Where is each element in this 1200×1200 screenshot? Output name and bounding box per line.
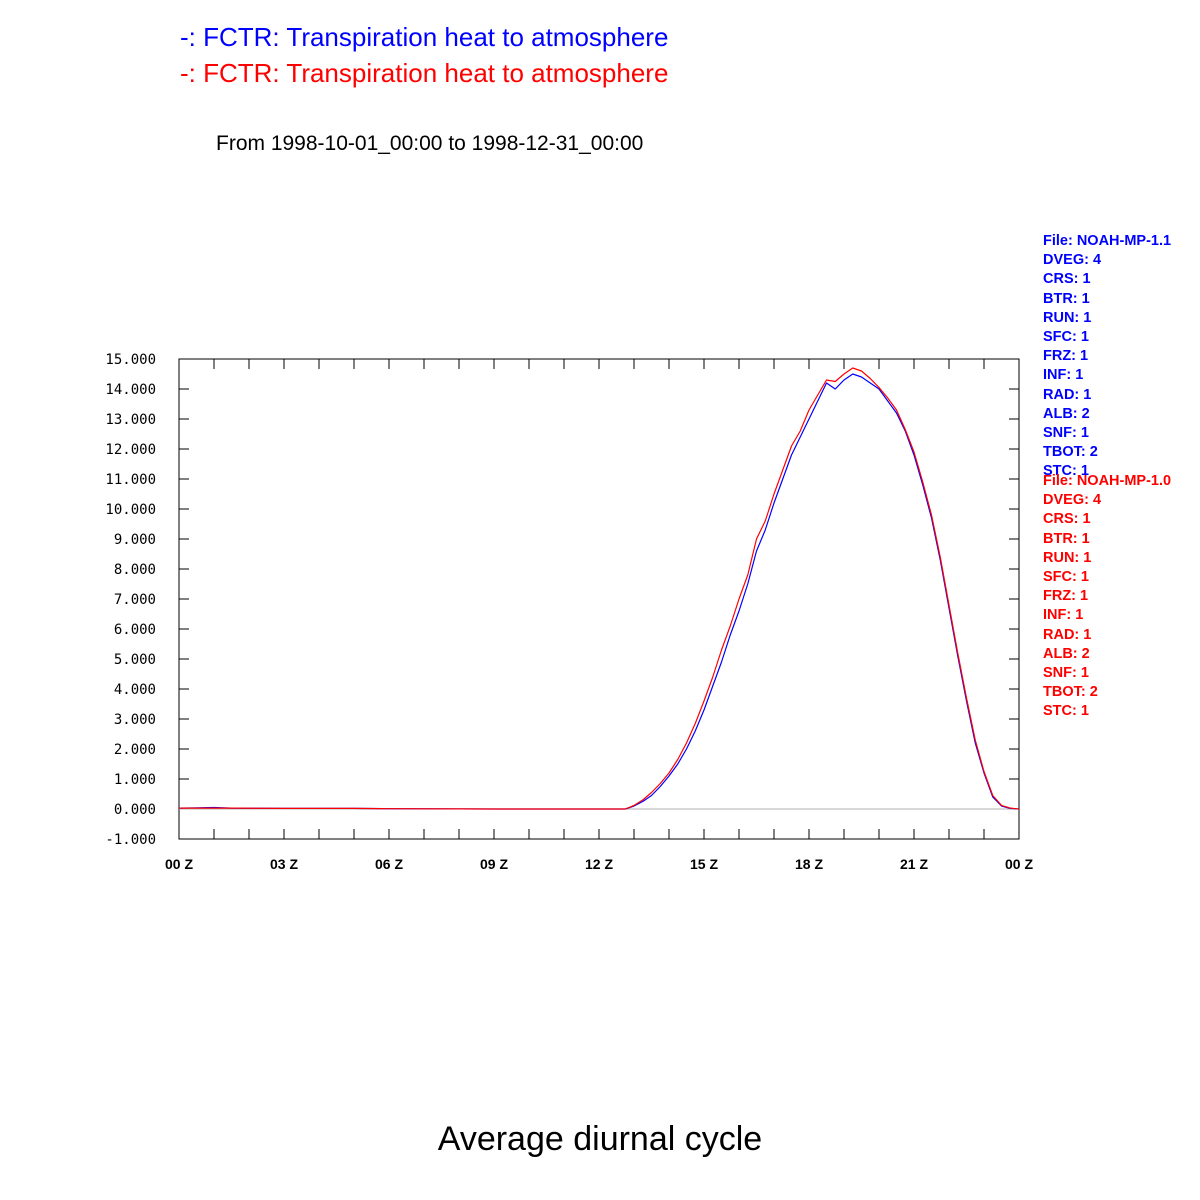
y-tick-label: 1.000 [114,772,156,788]
run-info-blue-line: FRZ: 1 [1043,348,1089,365]
run-info-red-line: DVEG: 4 [1043,492,1102,509]
run-info-red-line: File: NOAH-MP-1.0 [1043,473,1172,489]
date-range-subtitle: From 1998-10-01_00:00 to 1998-12-31_00:0… [216,132,644,155]
run-info-blue-line: RAD: 1 [1043,386,1092,403]
y-tick-label: 13.000 [105,412,156,428]
y-tick-label: 15.000 [105,352,156,368]
run-info-blue-line: STC: 1 [1043,463,1089,480]
run-info-red-line: INF: 1 [1043,607,1084,624]
run-info-blue-line: SNF: 1 [1043,425,1089,442]
y-tick-label: 11.000 [105,472,156,488]
run-info-red-line: RUN: 1 [1043,549,1092,566]
y-tick-label: 0.000 [114,802,156,818]
chart-caption: Average diurnal cycle [437,1120,763,1158]
run-info-blue-line: TBOT: 2 [1043,444,1098,461]
legend-entry-red: -: FCTR: Transpiration heat to atmospher… [180,58,669,88]
run-info-red-line: CRS: 1 [1043,511,1091,528]
run-info-blue: File: NOAH-MP-1.1 DVEG: 4 CRS: 1 BTR: 1 RUN:… [1043,232,1171,482]
y-tick-label: 5.000 [114,652,156,668]
run-info-blue-line: File: NOAH-MP-1.1 [1043,233,1172,249]
run-info-red-line: RAD: 1 [1043,626,1092,643]
y-tick-label: 7.000 [114,592,156,608]
y-tick-label: 6.000 [114,622,156,638]
series-line-red [179,367,1020,810]
run-info-red-line: STC: 1 [1043,703,1089,720]
run-info-blue-line: ALB: 2 [1043,405,1090,422]
y-tick-label: 4.000 [114,682,156,698]
y-tick-label: 10.000 [105,502,156,518]
x-tick-label: 06 Z [375,856,403,872]
x-tick-label: 00 Z [165,856,193,872]
run-info-red-line: TBOT: 2 [1043,684,1098,701]
x-tick-label: 00 Z [1005,856,1033,872]
y-tick-label: 3.000 [114,712,156,728]
y-tick-label: -1.000 [105,832,156,848]
run-info-blue-line: BTR: 1 [1043,290,1090,307]
run-info-blue-line: DVEG: 4 [1043,252,1102,269]
y-tick-label: 14.000 [105,382,156,398]
x-tick-label: 18 Z [795,856,823,872]
legend-entry-blue: -: FCTR: Transpiration heat to atmospher… [180,22,669,52]
run-info-blue-line: RUN: 1 [1043,309,1092,326]
plot-area-frame [178,358,1020,840]
x-tick-label: 09 Z [480,856,508,872]
y-tick-label: 12.000 [105,442,156,458]
run-info-blue-line: INF: 1 [1043,367,1084,384]
y-tick-label: 2.000 [114,742,156,758]
y-tick-label: 8.000 [114,562,156,578]
x-tick-label: 03 Z [270,856,298,872]
run-info-red-line: BTR: 1 [1043,530,1090,547]
x-tick-label: 15 Z [690,856,718,872]
run-info-red-line: SFC: 1 [1043,569,1089,586]
run-info-blue-line: SFC: 1 [1043,329,1089,346]
run-info-red-line: ALB: 2 [1043,645,1090,662]
x-tick-label: 21 Z [900,856,928,872]
run-info-red: File: NOAH-MP-1.0 DVEG: 4 CRS: 1 BTR: 1 RUN:… [1043,472,1171,722]
y-tick-label: 9.000 [114,532,156,548]
run-info-red-line: SNF: 1 [1043,665,1089,682]
series-line-blue [178,373,1020,810]
run-info-blue-line: CRS: 1 [1043,271,1091,288]
run-info-red-line: FRZ: 1 [1043,588,1089,605]
x-tick-label: 12 Z [585,856,613,872]
